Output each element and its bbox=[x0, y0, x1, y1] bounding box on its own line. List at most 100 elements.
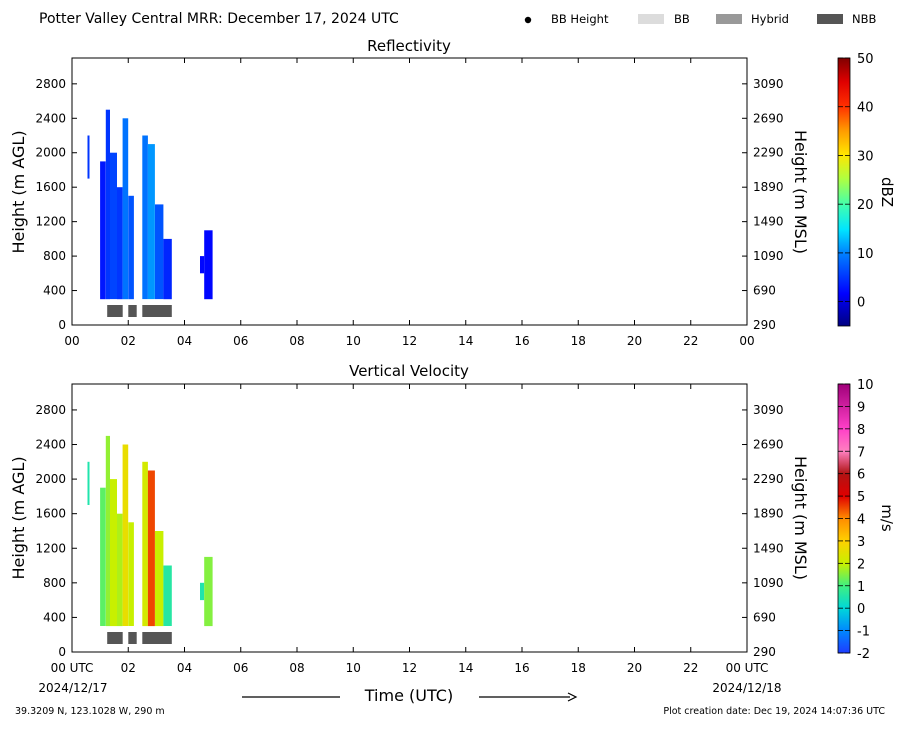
x-tick-label: 02 bbox=[121, 334, 136, 348]
nbb-band bbox=[142, 632, 172, 644]
echo-column bbox=[105, 109, 110, 300]
creation-date: Plot creation date: Dec 19, 2024 14:07:3… bbox=[663, 706, 885, 717]
velocity-plot-area bbox=[72, 384, 747, 652]
nbb-band bbox=[107, 305, 123, 317]
y-tick-label: 2000 bbox=[35, 472, 66, 486]
x-tick-label: 06 bbox=[233, 334, 248, 348]
x-tick-label: 14 bbox=[458, 334, 473, 348]
x-tick-label: 08 bbox=[289, 661, 304, 675]
nbb-band bbox=[128, 632, 137, 644]
x-tick-label: 18 bbox=[571, 661, 586, 675]
legend-bb-swatch bbox=[638, 14, 664, 24]
velocity-panel: Vertical Velocity 0400800120016002000240… bbox=[9, 362, 896, 675]
reflectivity-marks bbox=[87, 109, 213, 300]
y-tick-label: 400 bbox=[43, 610, 66, 624]
nbb-band bbox=[128, 305, 137, 317]
velocity-y-ticks: 0 400 800 1200 1600 2000 2400 2800 290 690 1090 149… bbox=[35, 403, 783, 659]
echo-column bbox=[147, 470, 155, 627]
x-tick-label: 00 UTC bbox=[726, 661, 769, 675]
reflectivity-panel: Reflectivity 040080012001600200024002800… bbox=[9, 37, 896, 348]
legend-hybrid-swatch bbox=[716, 14, 742, 24]
reflectivity-ylabel: Height (m AGL) bbox=[9, 130, 28, 253]
reflectivity-x-ticks: 00 02 04 06 08 10 12 14 16 18 20 22 00 bbox=[64, 58, 755, 348]
colorbar-tick-label: 8 bbox=[857, 423, 865, 438]
x-tick-label: 10 bbox=[346, 661, 361, 675]
x-tick-label: 12 bbox=[402, 661, 417, 675]
colorbar-tick-label: 50 bbox=[857, 52, 874, 67]
echo-column bbox=[122, 444, 129, 626]
y-tick-label: 1200 bbox=[35, 541, 66, 555]
y-tick-right-label: 3090 bbox=[753, 403, 784, 417]
x-tick-label: 04 bbox=[177, 661, 192, 675]
echo-column bbox=[110, 479, 117, 627]
x-tick-label: 00 UTC bbox=[51, 661, 94, 675]
y-tick-right-label: 2290 bbox=[753, 146, 784, 160]
nbb-band bbox=[107, 632, 123, 644]
x-axis-label: Time (UTC) bbox=[364, 686, 453, 705]
plot-title: Potter Valley Central MRR: December 17, … bbox=[39, 11, 399, 27]
reflectivity-colorbar-ticks: 0 10 20 30 40 50 bbox=[838, 52, 874, 311]
x-tick-label: 20 bbox=[627, 334, 642, 348]
echo-column bbox=[117, 187, 123, 300]
colorbar-tick-label: 40 bbox=[857, 101, 874, 116]
colorbar-tick-label: 6 bbox=[857, 468, 865, 483]
velocity-ylabel: Height (m AGL) bbox=[9, 456, 28, 579]
legend-nbb-swatch bbox=[817, 14, 843, 24]
echo-column bbox=[110, 152, 117, 300]
x-tick-label: 16 bbox=[514, 661, 529, 675]
echo-column bbox=[87, 135, 90, 179]
y-tick-right-label: 2690 bbox=[753, 111, 784, 125]
colorbar-tick-label: 10 bbox=[857, 247, 874, 262]
colorbar-tick-label: 10 bbox=[857, 378, 874, 393]
velocity-x-ticks: 00 UTC 02 04 06 08 10 12 14 16 18 20 22 00 UTC bbox=[51, 384, 769, 675]
velocity-ylabel-right: Height (m MSL) bbox=[791, 456, 810, 580]
reflectivity-bands bbox=[107, 305, 172, 317]
y-tick-right-label: 1090 bbox=[753, 576, 784, 590]
echo-column bbox=[204, 230, 213, 300]
echo-column bbox=[87, 461, 90, 505]
colorbar-tick-label: 20 bbox=[857, 198, 874, 213]
x-tick-label: 00 bbox=[739, 334, 754, 348]
y-tick-right-label: 290 bbox=[753, 645, 776, 659]
end-date: 2024/12/18 bbox=[712, 681, 781, 695]
y-tick-label: 800 bbox=[43, 249, 66, 263]
legend-label: BB bbox=[674, 12, 690, 26]
x-tick-label: 08 bbox=[289, 334, 304, 348]
colorbar-tick-label: 7 bbox=[857, 445, 865, 460]
location-text: 39.3209 N, 123.1028 W, 290 m bbox=[15, 706, 165, 717]
velocity-colorbar-label: m/s bbox=[878, 504, 896, 532]
echo-column bbox=[204, 556, 213, 627]
y-tick-right-label: 2690 bbox=[753, 438, 784, 452]
x-tick-label: 12 bbox=[402, 334, 417, 348]
echo-column bbox=[163, 238, 172, 300]
echo-column bbox=[147, 144, 155, 300]
start-date: 2024/12/17 bbox=[38, 681, 107, 695]
velocity-marks bbox=[87, 435, 213, 627]
colorbar-tick-label: 1 bbox=[857, 580, 865, 595]
y-tick-right-label: 1490 bbox=[753, 541, 784, 555]
colorbar-tick-label: 0 bbox=[857, 296, 865, 311]
echo-column bbox=[142, 135, 148, 300]
x-tick-label: 00 bbox=[64, 334, 79, 348]
colorbar-tick-label: -1 bbox=[857, 625, 870, 640]
echo-column bbox=[100, 487, 106, 626]
x-tick-label: 14 bbox=[458, 661, 473, 675]
colorbar-tick-label: 0 bbox=[857, 602, 865, 617]
echo-column bbox=[128, 195, 134, 300]
x-tick-label: 02 bbox=[121, 661, 136, 675]
reflectivity-colorbar bbox=[837, 57, 851, 327]
y-tick-label: 800 bbox=[43, 576, 66, 590]
x-tick-label: 16 bbox=[514, 334, 529, 348]
legend-label: Hybrid bbox=[751, 12, 789, 26]
y-tick-label: 1200 bbox=[35, 215, 66, 229]
y-tick-label: 2000 bbox=[35, 146, 66, 160]
echo-column bbox=[105, 435, 110, 627]
reflectivity-plot-area bbox=[72, 58, 747, 325]
colorbar-tick-label: 3 bbox=[857, 535, 865, 550]
x-tick-label: 06 bbox=[233, 661, 248, 675]
echo-column bbox=[200, 256, 205, 274]
y-tick-right-label: 290 bbox=[753, 318, 776, 332]
x-tick-label: 20 bbox=[627, 661, 642, 675]
colorbar-tick-label: 30 bbox=[857, 149, 874, 164]
y-tick-label: 1600 bbox=[35, 180, 66, 194]
